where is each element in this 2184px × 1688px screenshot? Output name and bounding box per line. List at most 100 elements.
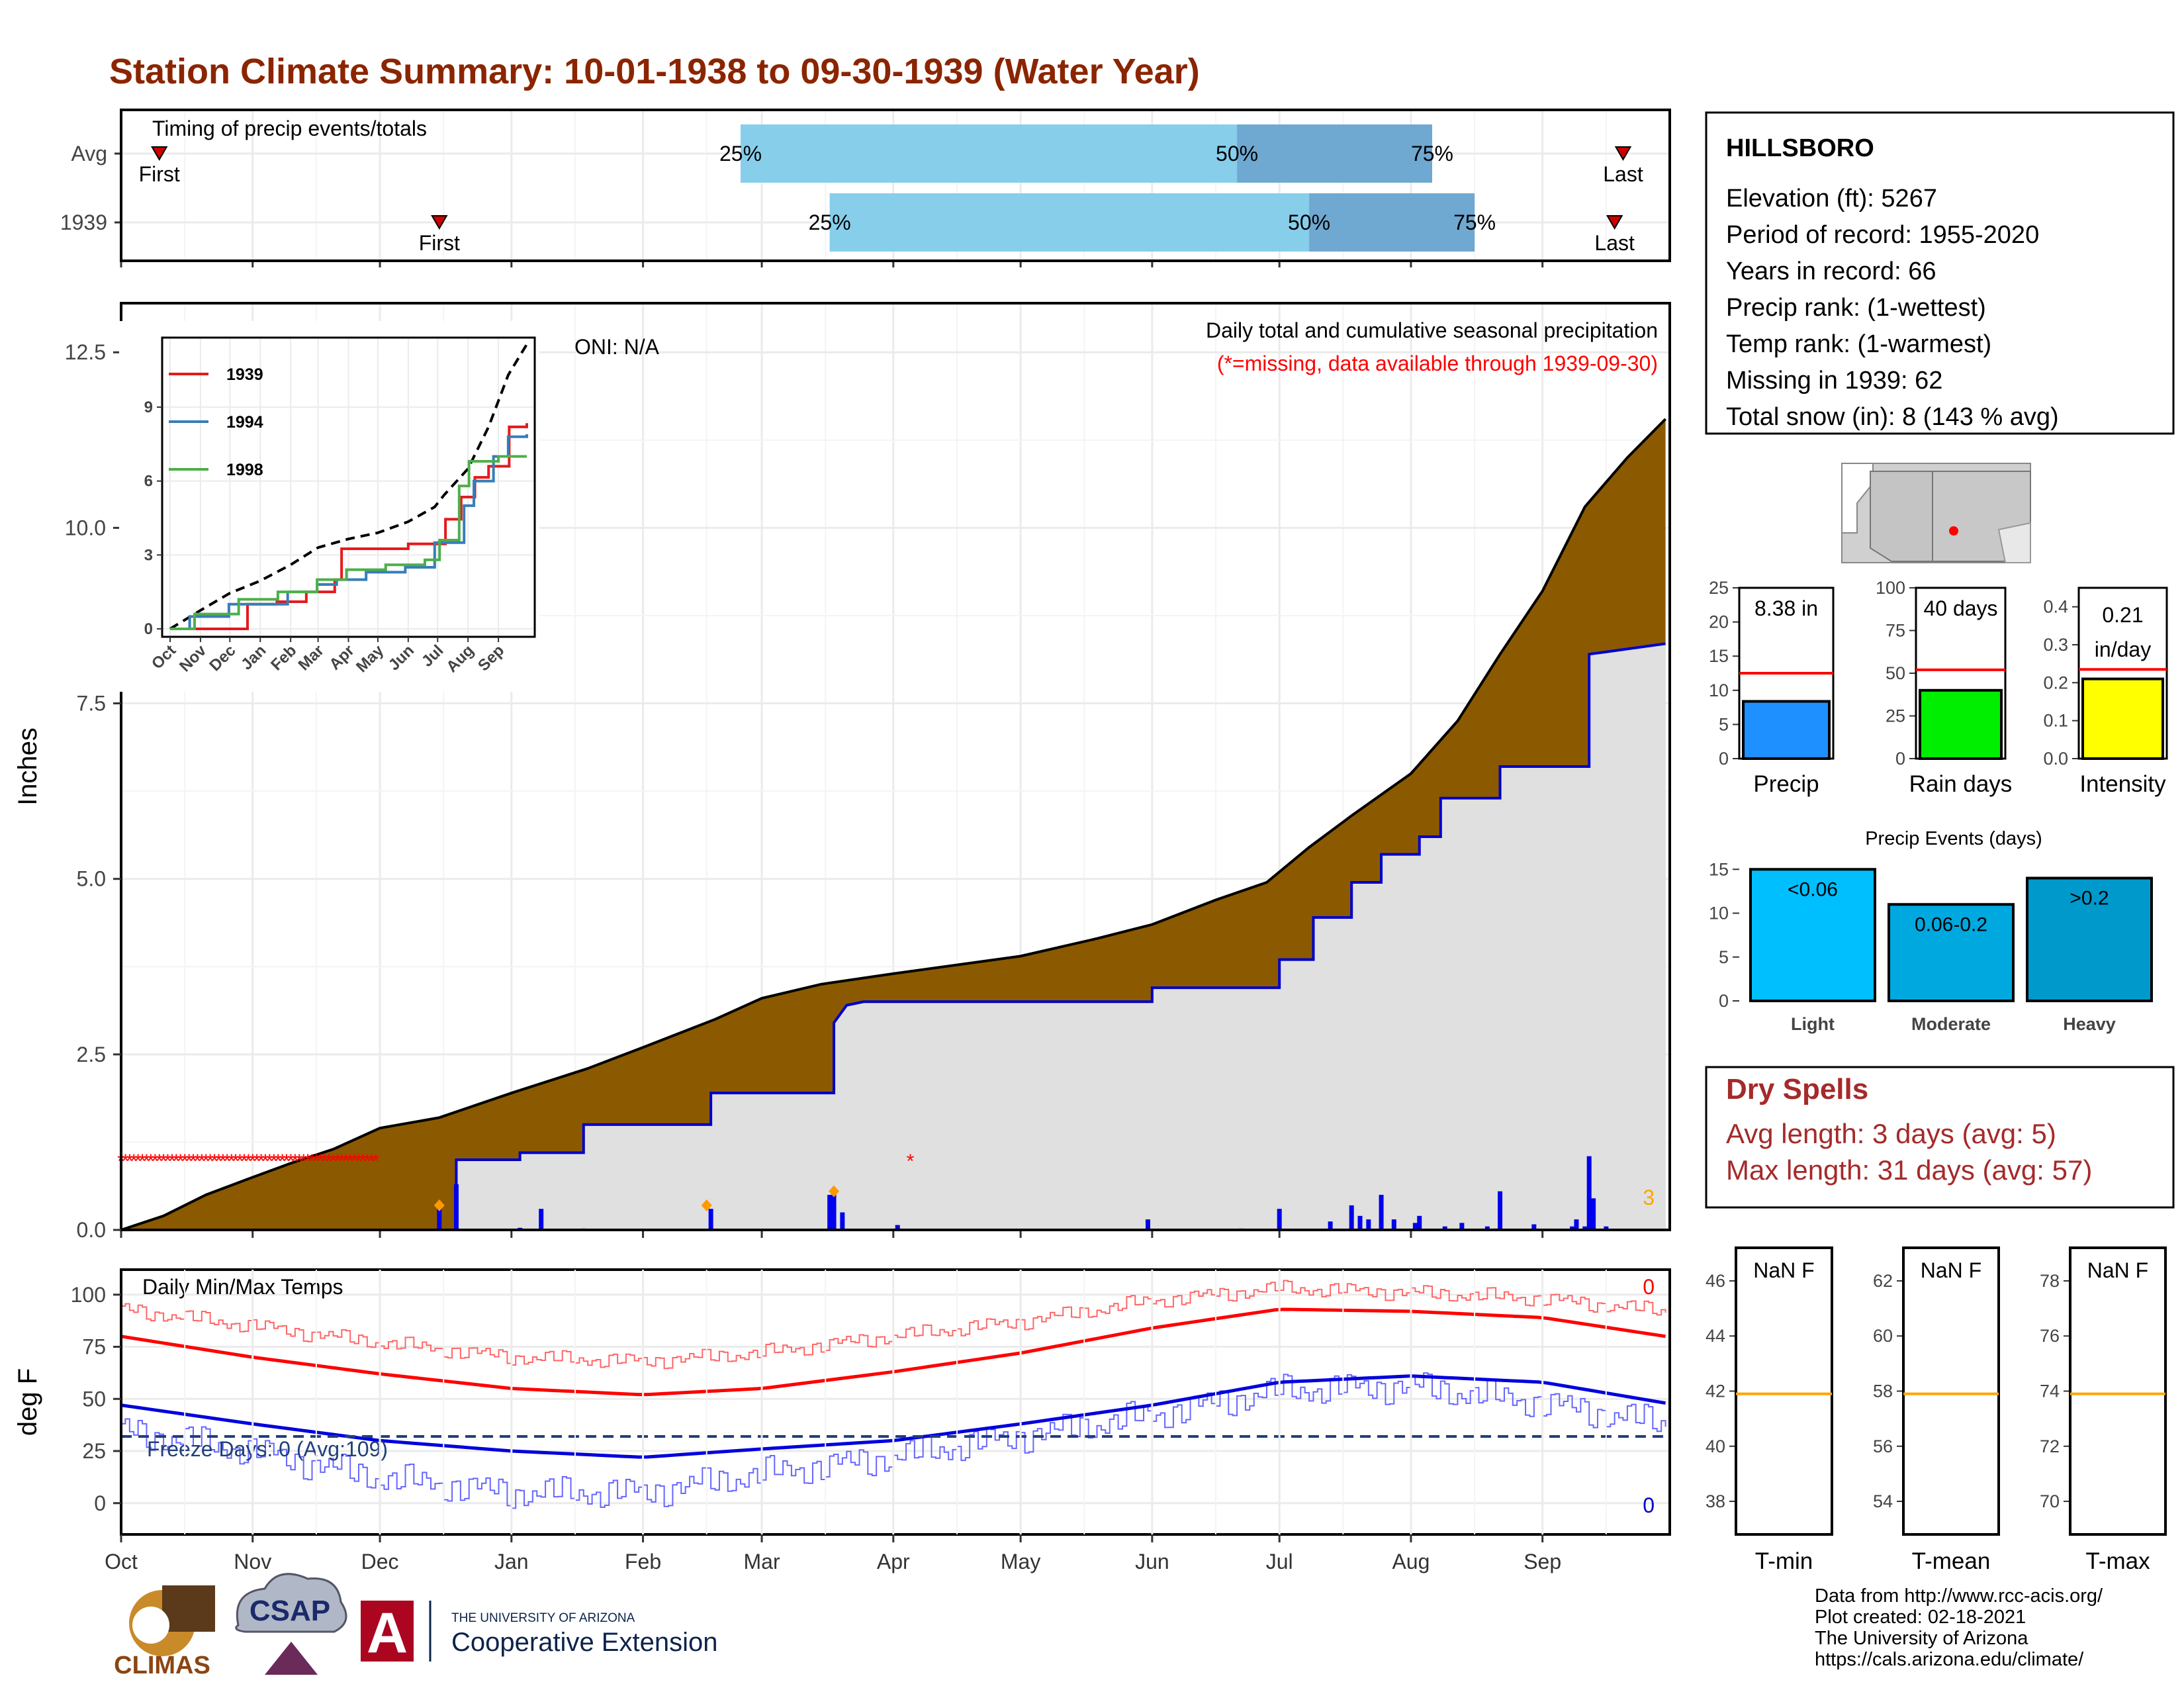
temps-count-bottom: 0 bbox=[1643, 1493, 1655, 1517]
missing-marker-20: * bbox=[202, 1150, 210, 1172]
precip-panel: ****************************************… bbox=[13, 302, 1671, 1242]
tstats-frame-2 bbox=[2069, 1246, 2167, 1536]
events-bar-moderate bbox=[1888, 903, 2015, 1002]
precip-y-axis: 0.0 2.5 5.0 7.5 10.0 12.5 bbox=[65, 340, 121, 1242]
inset-legend: 1939 1994 1998 bbox=[169, 365, 263, 479]
temps-xtick-label-0: Oct bbox=[105, 1550, 138, 1573]
dry-spells-box: Dry Spells Avg length: 3 days (avg: 5) M… bbox=[1705, 1066, 2175, 1209]
missing-marker-22: * bbox=[210, 1150, 218, 1172]
csap-logo-text: CSAP bbox=[250, 1595, 330, 1627]
inset-series-line-1994 bbox=[170, 434, 528, 630]
tstats-ytick-label-2-1: 72 bbox=[2040, 1436, 2060, 1456]
temp-stats-panels: 38 40 42 44 46 NaN F T-min 54 56 58 60 62 NaN F T-mea… bbox=[1706, 1246, 2167, 1574]
tstats-ytick-label-1-4: 62 bbox=[1873, 1271, 1893, 1291]
temps-xtick-label-6: Apr bbox=[877, 1550, 910, 1573]
timing-last-marker-1 bbox=[1606, 215, 1623, 230]
precip-ytick-label-2: 5.0 bbox=[77, 867, 106, 891]
events-ytick-label-1: 5 bbox=[1719, 947, 1729, 967]
ua-logo-block bbox=[361, 1601, 414, 1662]
inset-avg-line bbox=[169, 344, 528, 630]
inset-lines bbox=[169, 344, 528, 630]
timing-bar-late-0 bbox=[1237, 124, 1432, 183]
precip-ytick-label-3: 7.5 bbox=[77, 692, 106, 716]
stats-ytick-label-2-1: 0.1 bbox=[2043, 711, 2068, 731]
missing-marker-39: * bbox=[283, 1150, 291, 1172]
missing-marker-52: * bbox=[338, 1150, 346, 1172]
missing-marker-1: * bbox=[122, 1150, 130, 1172]
temps-xtick-label-3: Jan bbox=[494, 1550, 529, 1573]
tstats-ytick-label-1-3: 60 bbox=[1873, 1326, 1893, 1346]
info-line-6: Total snow (in): 8 (143 % avg) bbox=[1726, 403, 2059, 431]
tstats-ytick-label-1-2: 58 bbox=[1873, 1382, 1893, 1401]
daily-precip-bar-14 bbox=[1349, 1205, 1354, 1230]
tstats-value-label-2: NaN F bbox=[2087, 1258, 2148, 1282]
missing-marker-44: * bbox=[304, 1150, 312, 1172]
daily-precip-bar-19 bbox=[1412, 1223, 1418, 1230]
missing-marker-38: * bbox=[279, 1150, 287, 1172]
missing-marker-41: * bbox=[291, 1150, 299, 1172]
missing-marker-24: * bbox=[219, 1150, 227, 1172]
credit-line-2: Plot created: 02-18-2021 bbox=[1815, 1607, 2026, 1628]
stats-ytick-label-1-1: 25 bbox=[1886, 706, 1905, 726]
tstats-value-label-1: NaN F bbox=[1921, 1258, 1981, 1282]
missing-marker-12: * bbox=[168, 1150, 176, 1172]
missing-marker-21: * bbox=[206, 1150, 214, 1172]
info-lines: Elevation (ft): 5267 Period of record: 19… bbox=[1726, 185, 2059, 431]
timing-first-label-1: First bbox=[419, 231, 460, 255]
temps-frame bbox=[120, 1268, 1671, 1536]
precip-missing-markers: ****************************************… bbox=[117, 1150, 914, 1172]
inset-legend-label-1994: 1994 bbox=[226, 413, 263, 432]
timing-last-marker-0 bbox=[1614, 146, 1632, 161]
snow-marker-1 bbox=[701, 1199, 712, 1211]
climas-logo-inner bbox=[132, 1607, 169, 1644]
info-line-1: Period of record: 1955-2020 bbox=[1726, 221, 2039, 249]
station-name: HILLSBORO bbox=[1726, 134, 1874, 162]
precip-count-label: 3 bbox=[1643, 1186, 1655, 1209]
temps-xtick-label-4: Feb bbox=[625, 1550, 661, 1573]
tstats-ytick-label-0-0: 38 bbox=[1706, 1491, 1725, 1511]
ua-logo: A THE UNIVERSITY OF ARIZONA Cooperative … bbox=[361, 1601, 717, 1665]
climas-logo-text: CLIMAS bbox=[114, 1652, 210, 1679]
oni-label: ONI: N/A bbox=[574, 335, 660, 359]
daily-precip-bar-18 bbox=[1391, 1219, 1396, 1230]
inset-ytick-label-3: 9 bbox=[144, 399, 153, 416]
stats-ytick-label-1-0: 0 bbox=[1895, 749, 1905, 769]
credit-line-4: https://cals.arizona.edu/climate/ bbox=[1815, 1649, 2084, 1670]
timing-first-marker-0 bbox=[150, 146, 168, 161]
precip-ytick-label-5: 12.5 bbox=[65, 340, 106, 364]
temps-xtick-label-5: Mar bbox=[744, 1550, 780, 1573]
stats-value-unit-2: in/day bbox=[2095, 637, 2151, 661]
missing-marker-15: * bbox=[181, 1150, 189, 1172]
inset-legend-label-1939: 1939 bbox=[226, 365, 263, 384]
tstats-x-label-2: T-max bbox=[2085, 1548, 2150, 1574]
tstats-frame-0 bbox=[1735, 1246, 1833, 1536]
missing-marker-10: * bbox=[159, 1150, 167, 1172]
stats-ytick-label-0-3: 15 bbox=[1709, 646, 1729, 666]
missing-marker-59: * bbox=[367, 1150, 375, 1172]
stats-value-label-0: 8.38 in bbox=[1754, 596, 1818, 620]
map-arizona-shape bbox=[1870, 471, 1933, 562]
daily-precip-bar-29 bbox=[1582, 1226, 1588, 1230]
events-ytick-label-2: 10 bbox=[1709, 904, 1729, 923]
dry-spells-avg-length: Avg length: 3 days (avg: 5) bbox=[1726, 1118, 2056, 1149]
tstats-ytick-label-0-4: 46 bbox=[1706, 1271, 1725, 1291]
timing-first-label-0: First bbox=[139, 162, 180, 186]
daily-precip-bar-7 bbox=[831, 1191, 837, 1230]
temps-xtick-label-10: Aug bbox=[1392, 1550, 1430, 1573]
missing-marker-5: * bbox=[138, 1150, 146, 1172]
stats-ytick-label-2-4: 0.4 bbox=[2043, 597, 2068, 617]
daily-precip-bar-1 bbox=[453, 1184, 459, 1230]
missing-marker-27: * bbox=[232, 1150, 240, 1172]
events-title: Precip Events (days) bbox=[1865, 828, 2042, 849]
stats-ytick-label-0-2: 10 bbox=[1709, 680, 1729, 700]
stats-x-label-2: Intensity bbox=[2079, 771, 2166, 797]
inset-series-line-1939 bbox=[170, 423, 528, 630]
temps-xtick-label-11: Sep bbox=[1524, 1550, 1561, 1573]
missing-marker-54: * bbox=[346, 1150, 354, 1172]
tstats-x-label-0: T-min bbox=[1755, 1548, 1813, 1574]
locator-map bbox=[1841, 463, 2031, 563]
missing-marker-53: * bbox=[342, 1150, 350, 1172]
tstats-ytick-label-0-1: 40 bbox=[1706, 1436, 1725, 1456]
station-info-box: HILLSBORO Elevation (ft): 5267 Period of … bbox=[1705, 111, 2175, 435]
dry-spells-frame bbox=[1705, 1066, 2175, 1209]
